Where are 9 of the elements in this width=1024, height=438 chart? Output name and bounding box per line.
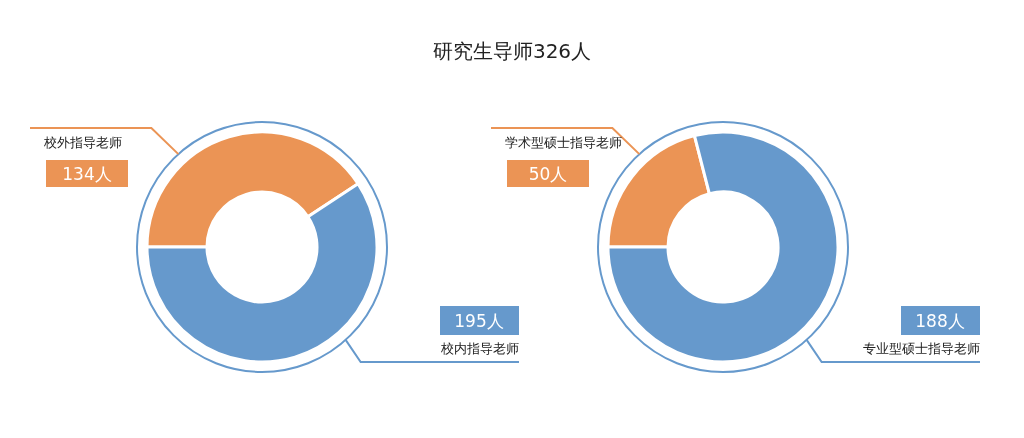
data-label: 188人 <box>915 311 965 331</box>
data-label: 134人 <box>62 164 112 184</box>
data-label: 195人 <box>454 311 504 331</box>
slice-label: 学术型硕士指导老师 <box>505 135 622 150</box>
data-label: 50人 <box>528 164 568 184</box>
slice-label: 专业型硕士指导老师 <box>863 341 980 356</box>
chart-title: 研究生导师326人 <box>432 39 592 63</box>
slice-label: 校外指导老师 <box>43 135 122 150</box>
slice-label: 校内指导老师 <box>440 341 519 356</box>
